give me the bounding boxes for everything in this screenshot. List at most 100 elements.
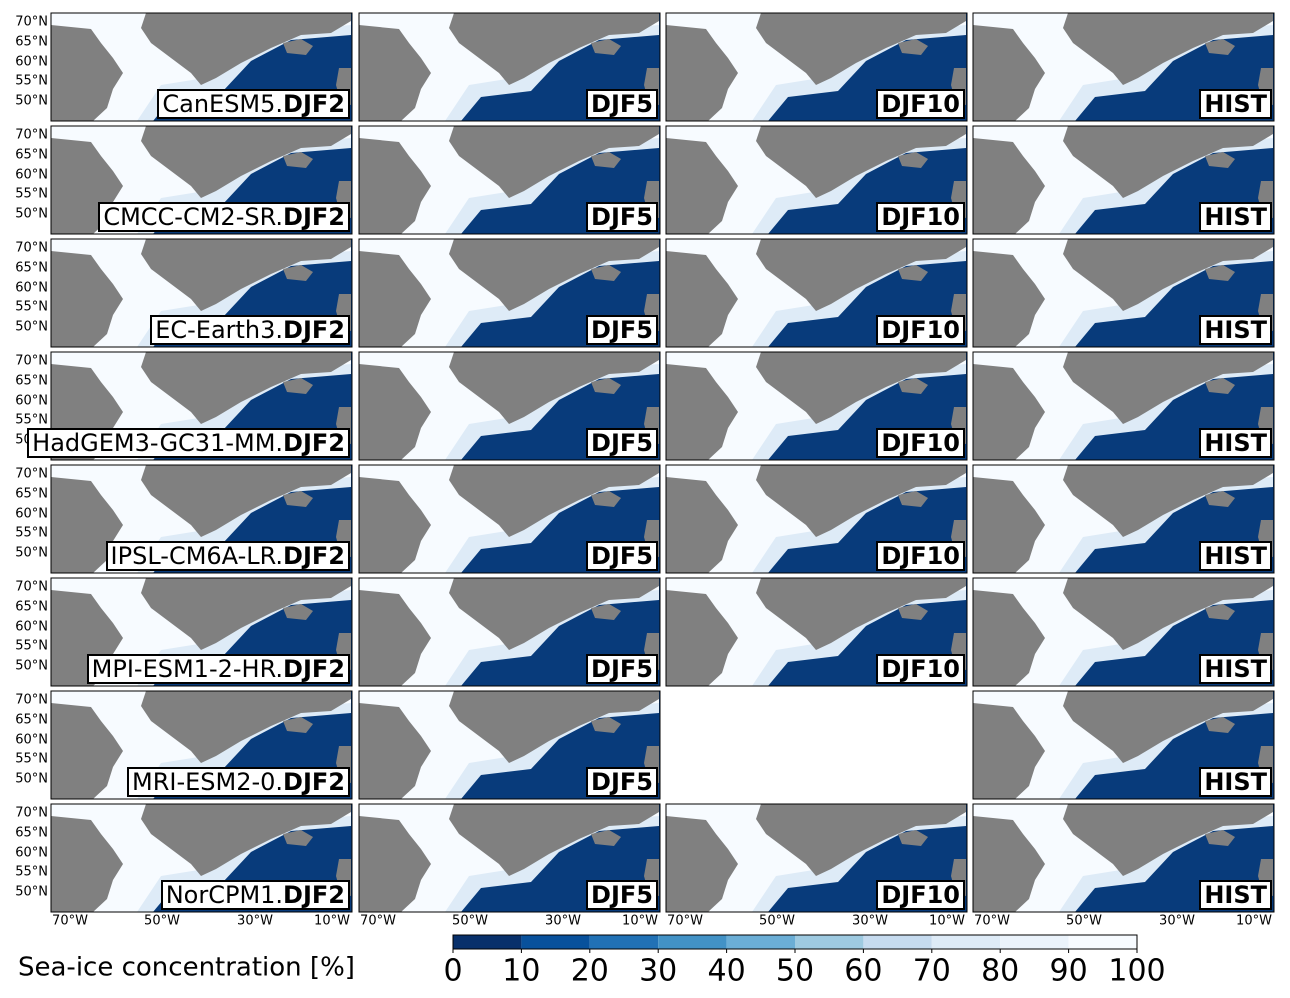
lat-label: 55°N (15, 526, 48, 541)
panel-label: EC-Earth3.DJF2 (150, 315, 350, 345)
map-panel (972, 351, 1275, 461)
panel-border (665, 803, 968, 913)
map-panel (972, 238, 1275, 348)
panel-border (972, 351, 1275, 461)
land (141, 13, 351, 85)
panel-border (50, 577, 353, 687)
land (666, 477, 738, 573)
panel-border (665, 464, 968, 574)
land (1205, 152, 1235, 168)
map-panel (972, 803, 1275, 913)
lat-label: 70°N (15, 693, 48, 708)
model-name: CanESM5. (162, 90, 284, 118)
colorbar-tick-label: 40 (708, 954, 746, 989)
panel-label: DJF10 (876, 89, 965, 119)
land (283, 39, 313, 55)
land (1205, 717, 1235, 733)
experiment: DJF10 (881, 429, 960, 457)
land (449, 126, 659, 198)
lon-label: 70°W (974, 914, 1010, 929)
lat-label: 65°N (15, 487, 48, 502)
land (449, 691, 659, 763)
experiment: HIST (1204, 316, 1267, 344)
panel-border (358, 125, 661, 235)
map-panel (50, 12, 353, 122)
colorbar-segment (589, 935, 659, 949)
lon-label: 50°W (144, 914, 180, 929)
model-name: IPSL-CM6A-LR. (110, 542, 284, 570)
lon-label: 50°W (452, 914, 488, 929)
land (449, 239, 659, 311)
land (756, 465, 966, 537)
land (973, 251, 1045, 347)
map-panel (358, 238, 661, 348)
panel-label: NorCPM1.DJF2 (160, 880, 350, 910)
lat-label: 60°N (15, 733, 48, 748)
panel-label: DJF5 (586, 654, 658, 684)
lat-label: 65°N (15, 35, 48, 50)
land (591, 604, 621, 620)
lon-label: 30°W (237, 914, 273, 929)
colorbar-tick-label: 0 (443, 954, 462, 989)
land (359, 590, 431, 686)
lat-label: 60°N (15, 55, 48, 70)
lat-label: 60°N (15, 394, 48, 409)
land (898, 265, 928, 281)
experiment: DJF5 (591, 203, 653, 231)
lat-label: 55°N (15, 300, 48, 315)
land (283, 265, 313, 281)
panel-label: DJF5 (586, 428, 658, 458)
lat-label: 65°N (15, 148, 48, 163)
lon-label: 10°W (929, 914, 965, 929)
map-panel (665, 125, 968, 235)
land (1063, 578, 1273, 650)
colorbar-segment (1000, 935, 1069, 949)
experiment: DJF10 (881, 655, 960, 683)
land (591, 39, 621, 55)
land (666, 251, 738, 347)
lat-label: 70°N (15, 128, 48, 143)
panel-label: DJF5 (586, 89, 658, 119)
lon-label: 50°W (759, 914, 795, 929)
lat-label: 60°N (15, 846, 48, 861)
panel-label: DJF10 (876, 541, 965, 571)
experiment: HIST (1204, 881, 1267, 909)
land (449, 13, 659, 85)
land (141, 578, 351, 650)
land (359, 25, 431, 121)
panel-border (50, 12, 353, 122)
model-name: NorCPM1. (165, 881, 284, 909)
experiment: HIST (1204, 203, 1267, 231)
land (1063, 352, 1273, 424)
panel-label: HIST (1199, 315, 1272, 345)
panel-label: MPI-ESM1-2-HR.DJF2 (86, 654, 350, 684)
lon-label: 10°W (622, 914, 658, 929)
land (756, 352, 966, 424)
experiment: DJF5 (591, 429, 653, 457)
panel-label: DJF10 (876, 654, 965, 684)
experiment: HIST (1204, 768, 1267, 796)
colorbar-segment (1068, 935, 1137, 949)
land (141, 804, 351, 876)
land (756, 578, 966, 650)
lat-label: 65°N (15, 374, 48, 389)
land (898, 491, 928, 507)
panel-border (358, 577, 661, 687)
panel-label: HIST (1199, 202, 1272, 232)
lon-label: 70°W (360, 914, 396, 929)
land (666, 25, 738, 121)
land (591, 717, 621, 733)
lat-label: 55°N (15, 413, 48, 428)
land (898, 604, 928, 620)
map-panel (665, 238, 968, 348)
land (898, 830, 928, 846)
colorbar-segment (521, 935, 590, 949)
panel-border (50, 464, 353, 574)
land (973, 590, 1045, 686)
experiment: DJF5 (591, 90, 653, 118)
model-name: MPI-ESM1-2-HR. (91, 655, 284, 683)
panel-border (358, 464, 661, 574)
land (973, 703, 1045, 799)
panel-border (358, 803, 661, 913)
